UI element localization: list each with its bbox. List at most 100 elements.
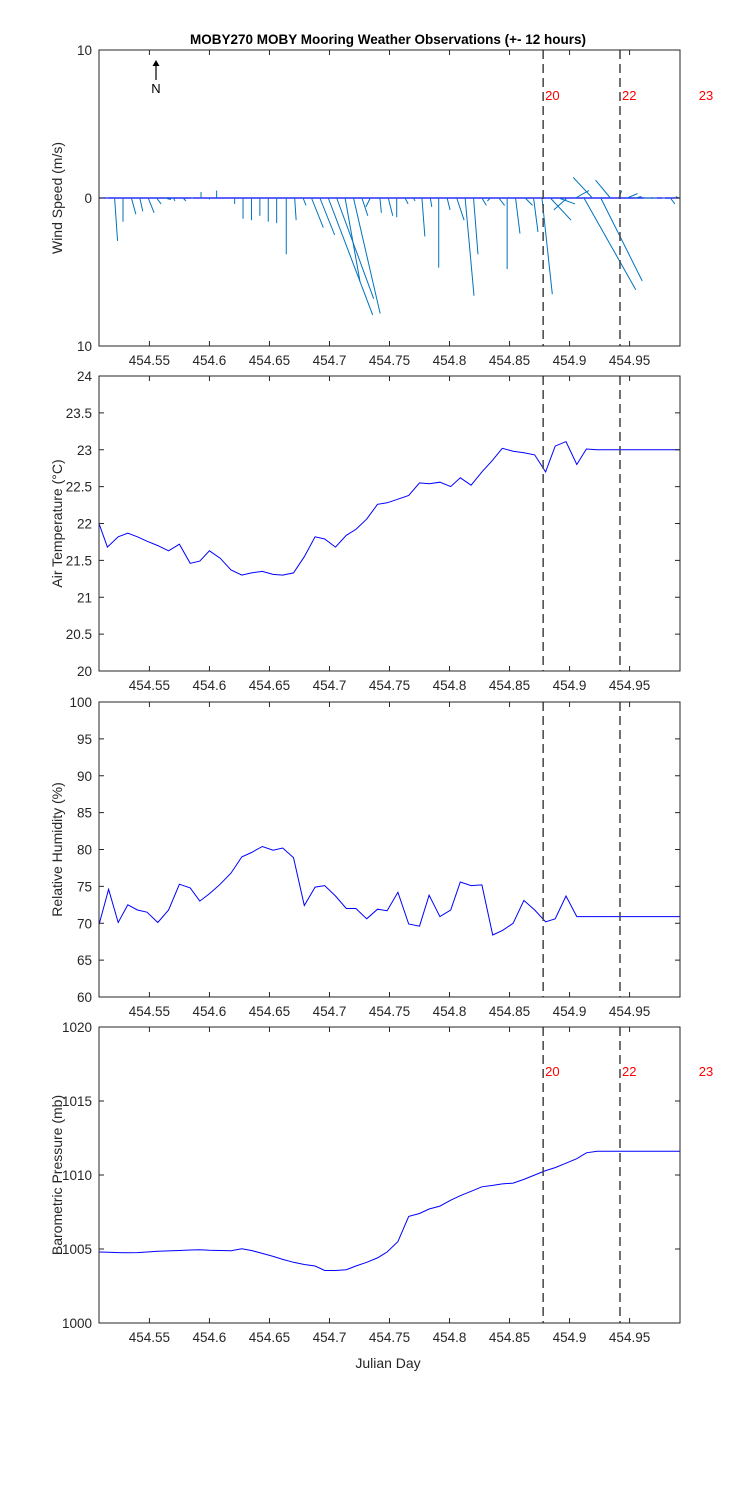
x-tick-label: 454.6 — [193, 353, 227, 368]
y-axis-label: Barometric Pressure (mb) — [49, 1095, 65, 1255]
x-tick-label: 454.85 — [489, 1004, 530, 1019]
x-tick-label: 454.55 — [129, 1004, 170, 1019]
wind-vector — [541, 197, 553, 295]
x-tick-label: 454.95 — [609, 1004, 650, 1019]
wind-vector — [635, 196, 642, 199]
y-tick-label: 23.5 — [66, 406, 92, 421]
event-marker-label: 22 — [622, 1064, 636, 1079]
y-tick-label: 0 — [84, 191, 92, 206]
x-tick-label: 454.95 — [609, 1330, 650, 1345]
x-tick-label: 454.7 — [313, 1330, 347, 1345]
wind-vector — [147, 197, 155, 213]
wind-vector — [344, 197, 361, 281]
wind-vector — [365, 197, 371, 208]
x-tick-label: 454.7 — [313, 678, 347, 693]
y-tick-label: 85 — [77, 806, 92, 821]
x-tick-label: 454.9 — [553, 353, 587, 368]
wind-vector — [533, 197, 539, 233]
wind-vector — [583, 197, 637, 291]
y-tick-label: 90 — [77, 769, 92, 784]
wind-vector — [130, 197, 137, 215]
airtemp-series-line — [98, 440, 680, 576]
wind-vector — [464, 197, 475, 296]
x-tick-label: 454.55 — [129, 678, 170, 693]
event-marker-label: 23 — [699, 88, 713, 103]
wind-vector — [595, 179, 611, 199]
y-tick-label: 65 — [77, 953, 92, 968]
y-tick-label: 22 — [77, 517, 92, 532]
event-marker-label: 22 — [622, 88, 636, 103]
x-tick-label: 454.75 — [369, 678, 410, 693]
north-label: N — [151, 81, 160, 96]
y-tick-label: 1015 — [62, 1094, 92, 1109]
wind-vector — [473, 197, 479, 255]
x-tick-label: 454.8 — [433, 1004, 467, 1019]
wind-vector — [302, 197, 307, 206]
wind-vector — [626, 193, 638, 199]
x-tick-label: 454.85 — [489, 353, 530, 368]
y-tick-label: 24 — [77, 369, 93, 384]
wind-vector — [549, 197, 572, 221]
x-axis-label: Julian Day — [355, 1355, 420, 1371]
y-tick-label: 1010 — [62, 1168, 92, 1183]
panels: 20 22 23 454.55 454.6 454.65 454.7 454.75 454.8 4… — [49, 43, 713, 1345]
x-tick-label: 454.9 — [553, 678, 587, 693]
wind-vector — [487, 197, 491, 202]
event-marker-label: 20 — [545, 88, 559, 103]
wind-vector — [387, 197, 394, 216]
wind-vector — [481, 197, 487, 206]
wind-vector — [311, 197, 324, 228]
wind-vector — [336, 197, 375, 299]
x-tick-label: 454.8 — [433, 353, 467, 368]
y-tick-label: 75 — [77, 879, 92, 894]
wind-vector — [172, 197, 176, 202]
wind-vector — [429, 197, 433, 207]
y-tick-label: 95 — [77, 732, 92, 747]
x-tick-label: 454.7 — [313, 353, 347, 368]
pressure-series-line — [98, 1150, 680, 1271]
y-axis-label: Relative Humidity (%) — [49, 782, 65, 917]
panel-wind: 20 22 23 454.55 454.6 454.65 454.7 454.75 454.8 4… — [49, 43, 713, 368]
y-tick-label: 23 — [77, 443, 92, 458]
x-tick-label: 454.95 — [609, 678, 650, 693]
y-tick-label: 1020 — [62, 1020, 92, 1035]
wind-vector — [164, 197, 172, 200]
x-tick-label: 454.85 — [489, 678, 530, 693]
wind-vector — [327, 197, 374, 316]
y-tick-label: 60 — [77, 990, 92, 1005]
x-tick-label: 454.6 — [193, 1330, 227, 1345]
x-tick-label: 454.65 — [249, 678, 290, 693]
wind-vector — [139, 197, 144, 212]
y-tick-label: 70 — [77, 916, 92, 931]
chart-title: MOBY270 MOBY Mooring Weather Observation… — [190, 32, 586, 47]
wind-vector — [379, 197, 382, 213]
wind-vector — [182, 197, 187, 202]
x-tick-label: 454.65 — [249, 1330, 290, 1345]
panel-pressure: 20 22 23 454.55 454.6 454.65 454.7 454.75 454.8 4… — [49, 1020, 713, 1345]
x-tick-label: 454.8 — [433, 1330, 467, 1345]
wind-vector — [553, 197, 568, 211]
wind-vector — [498, 197, 506, 206]
y-tick-label: 21 — [77, 590, 92, 605]
y-axis-label: Wind Speed (m/s) — [49, 142, 65, 254]
x-tick-label: 454.6 — [193, 1004, 227, 1019]
x-tick-label: 454.9 — [553, 1004, 587, 1019]
wind-vector — [319, 197, 336, 236]
y-tick-label: 100 — [69, 695, 92, 710]
event-marker-label: 20 — [545, 1064, 559, 1079]
north-indicator: N — [151, 60, 161, 96]
y-tick-label: 21.5 — [66, 553, 92, 568]
y-tick-label: 80 — [77, 843, 92, 858]
axes-box — [98, 375, 681, 672]
wind-vector — [361, 197, 369, 216]
axes-box — [98, 701, 681, 998]
y-tick-label: 1005 — [62, 1242, 92, 1257]
wind-vector — [572, 176, 593, 199]
x-tick-label: 454.65 — [249, 1004, 290, 1019]
x-tick-label: 454.75 — [369, 1330, 410, 1345]
wind-vector — [600, 197, 643, 282]
x-tick-label: 454.55 — [129, 1330, 170, 1345]
x-tick-label: 454.55 — [129, 353, 170, 368]
wind-vector — [294, 197, 297, 221]
